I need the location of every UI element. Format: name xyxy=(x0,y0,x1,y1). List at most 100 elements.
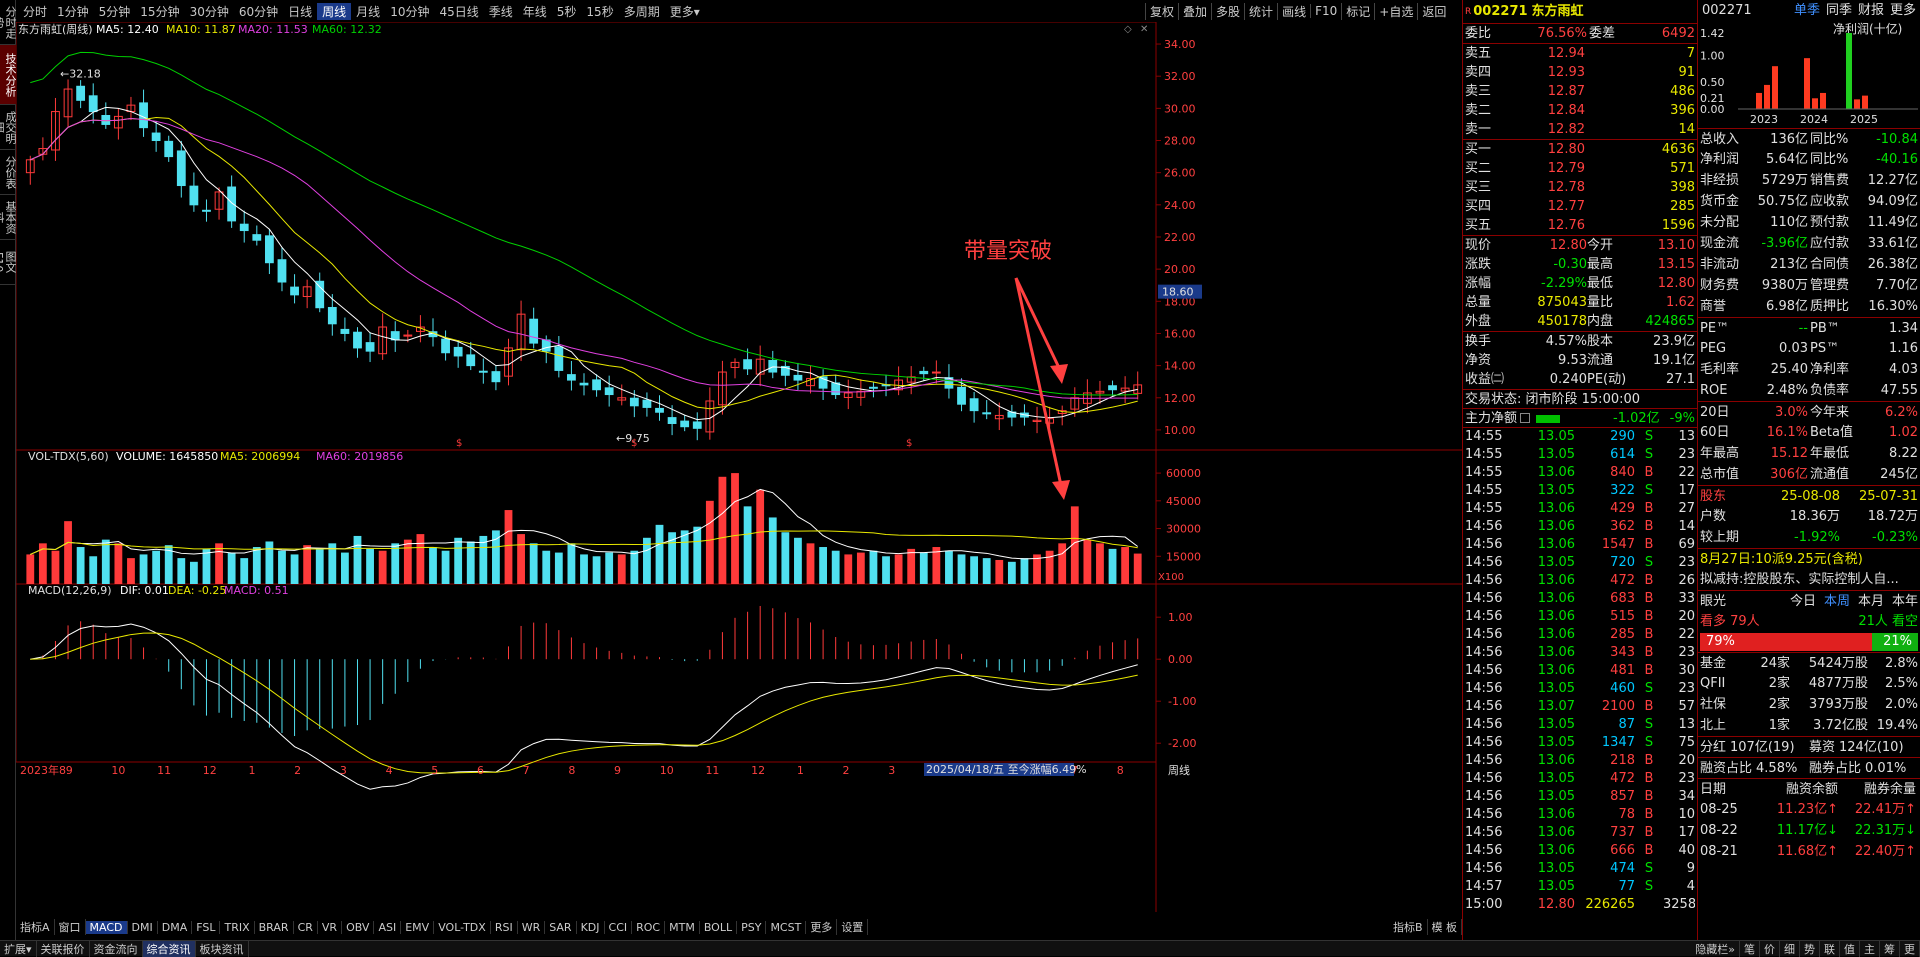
bull-pct: 79% xyxy=(1706,634,1735,649)
side-tab-2[interactable]: 成交明细 xyxy=(0,105,17,150)
period-9[interactable]: 10分钟 xyxy=(390,4,430,19)
candle-body-48 xyxy=(629,397,639,407)
indicator-tab-18[interactable]: CCI xyxy=(605,920,633,934)
indicator-right-1[interactable]: 模 板 xyxy=(1428,919,1462,935)
period-15[interactable]: 多周期 xyxy=(623,4,660,19)
bottom-right-1[interactable]: 笔 xyxy=(1740,940,1760,957)
indicator-tab-19[interactable]: ROC xyxy=(632,920,666,934)
indicator-tab-7[interactable]: BRAR xyxy=(255,920,294,934)
indicator-tab-14[interactable]: RSI xyxy=(491,920,518,934)
period-7[interactable]: 周线 xyxy=(317,2,352,20)
side-tab-4[interactable]: 基本资料 xyxy=(0,195,17,240)
indicator-tab-6[interactable]: TRIX xyxy=(220,920,255,934)
bottom-right-4[interactable]: 势 xyxy=(1800,940,1820,957)
bottom-right-9[interactable]: 更 xyxy=(1900,940,1920,957)
indicator-tab-2[interactable]: MACD xyxy=(85,920,128,934)
tick-vol: 481 xyxy=(1610,663,1635,678)
indicator-tab-9[interactable]: VR xyxy=(318,920,343,934)
toolbar-btn-2[interactable]: 多股 xyxy=(1211,2,1244,20)
indicator-tab-20[interactable]: MTM xyxy=(665,920,700,934)
toolbar-btn-3[interactable]: 统计 xyxy=(1244,2,1277,20)
period-5[interactable]: 60分钟 xyxy=(238,4,279,19)
toolbar-btn-1[interactable]: 叠加 xyxy=(1178,2,1211,20)
period-0[interactable]: 分时 xyxy=(23,4,48,19)
info-tab-3[interactable]: 更多 xyxy=(1889,3,1916,18)
indicator-tab-13[interactable]: VOL-TDX xyxy=(434,920,491,934)
period-8[interactable]: 月线 xyxy=(356,4,381,19)
bottom-right-6[interactable]: 值 xyxy=(1840,940,1860,957)
mcell-2: 22.41万↑ xyxy=(1854,802,1916,817)
bottom-tab-1[interactable]: 关联报价 xyxy=(37,940,90,957)
toolbar-btn-6[interactable]: 标记 xyxy=(1341,2,1374,20)
bottom-tab-3[interactable]: 综合资讯 xyxy=(142,940,196,957)
period-3[interactable]: 15分钟 xyxy=(140,4,180,19)
period-11[interactable]: 季线 xyxy=(488,4,513,19)
indicator-tab-10[interactable]: OBV xyxy=(342,920,375,934)
indicator-tab-11[interactable]: ASI xyxy=(374,920,402,934)
indicator-tab-23[interactable]: MCST xyxy=(766,920,807,934)
fin-row-8-l1: 商誉 xyxy=(1700,299,1727,314)
indicator-tab-21[interactable]: BOLL xyxy=(700,920,738,934)
indicator-tab-12[interactable]: EMV xyxy=(401,920,435,934)
indicator-tab-15[interactable]: WR xyxy=(518,920,546,934)
info-tab-0[interactable]: 单季 xyxy=(1793,3,1820,18)
eye-tab-2[interactable]: 本月 xyxy=(1857,594,1884,609)
eye-tab-1[interactable]: 本周 xyxy=(1823,594,1850,609)
bottom-tab-2[interactable]: 资金流向 xyxy=(90,940,143,957)
side-tab-5[interactable]: 图文F10 xyxy=(0,240,17,285)
indicator-tab-5[interactable]: FSL xyxy=(192,920,221,934)
bottom-right-5[interactable]: 联 xyxy=(1820,940,1840,957)
tick-bs: B xyxy=(1644,645,1654,660)
indicator-tab-24[interactable]: 更多 xyxy=(806,919,838,935)
toolbar-btn-8[interactable]: 返回 xyxy=(1417,2,1450,20)
indicator-tab-3[interactable]: DMI xyxy=(128,920,158,934)
indicator-tab-4[interactable]: DMA xyxy=(158,920,193,934)
dividend-note[interactable]: 8月27日:10派9.25元(含税) xyxy=(1698,548,1920,569)
bottom-tab-4[interactable]: 板块资讯 xyxy=(196,940,249,957)
period-12[interactable]: 年线 xyxy=(522,4,547,19)
side-tab-0[interactable]: 分时走势 xyxy=(0,0,17,45)
bottom-tab-0[interactable]: 扩展▾ xyxy=(0,940,37,957)
period-4[interactable]: 30分钟 xyxy=(189,4,229,19)
eye-tab-0[interactable]: 今日 xyxy=(1789,594,1816,609)
indicator-tab-22[interactable]: PSY xyxy=(737,920,767,934)
tick-bs: B xyxy=(1644,609,1654,624)
toolbar-btn-0[interactable]: 复权 xyxy=(1145,2,1178,20)
tick-price: 13.06 xyxy=(1537,609,1575,624)
indicator-tab-8[interactable]: CR xyxy=(294,920,318,934)
indicator-tab-0[interactable]: 指标A xyxy=(16,919,55,935)
indicator-tab-16[interactable]: SAR xyxy=(545,920,577,934)
info-tab-1[interactable]: 同季 xyxy=(1825,3,1852,18)
kline-chart[interactable]: 东方雨虹(周线) MA5: 12.40 MA10: 11.87 MA20: 11.53… xyxy=(16,22,1462,912)
period-14[interactable]: 15秒 xyxy=(586,4,614,19)
indicator-tab-17[interactable]: KDJ xyxy=(577,920,605,934)
info-tab-2[interactable]: 财报 xyxy=(1857,3,1884,18)
bottom-right-2[interactable]: 价 xyxy=(1760,940,1780,957)
eye-tab-3[interactable]: 本年 xyxy=(1891,594,1918,609)
ask-row-4: 卖一 12.82 14 xyxy=(1463,120,1697,139)
indicator-tab-25[interactable]: 设置 xyxy=(837,919,869,935)
main-flow-box[interactable] xyxy=(1520,413,1531,423)
bottom-right-7[interactable]: 主 xyxy=(1860,940,1880,957)
side-tab-1[interactable]: 技术分析 xyxy=(0,45,17,105)
bottom-right-0[interactable]: 隐藏栏» xyxy=(1691,940,1740,957)
toolbar-btn-5[interactable]: F10 xyxy=(1310,4,1341,18)
tick-price: 13.06 xyxy=(1537,645,1575,660)
period-6[interactable]: 日线 xyxy=(288,4,313,19)
tick-list[interactable]: 14:55 13.05 290 S 13 14:55 13.05 614 S 23 14:55 13.… xyxy=(1463,427,1697,914)
bid-row-3-price: 12.77 xyxy=(1547,199,1585,214)
reduce-note[interactable]: 拟减持:控股股东、实际控制人自... xyxy=(1700,572,1899,587)
toolbar-btn-7[interactable]: +自选 xyxy=(1374,2,1417,20)
bottom-right-8[interactable]: 筹 xyxy=(1880,940,1900,957)
period-16[interactable]: 更多▾ xyxy=(669,4,700,19)
side-tab-3[interactable]: 分价表 xyxy=(0,150,17,195)
indicator-tab-1[interactable]: 窗口 xyxy=(55,919,86,935)
period-1[interactable]: 1分钟 xyxy=(57,4,89,19)
weibi-label: 委比 xyxy=(1465,26,1492,41)
period-2[interactable]: 5分钟 xyxy=(98,4,131,19)
indicator-right-0[interactable]: 指标B xyxy=(1389,919,1428,935)
bottom-right-3[interactable]: 细 xyxy=(1780,940,1800,957)
toolbar-btn-4[interactable]: 画线 xyxy=(1277,2,1310,20)
period-13[interactable]: 5秒 xyxy=(556,4,577,19)
period-10[interactable]: 45日线 xyxy=(439,4,479,19)
